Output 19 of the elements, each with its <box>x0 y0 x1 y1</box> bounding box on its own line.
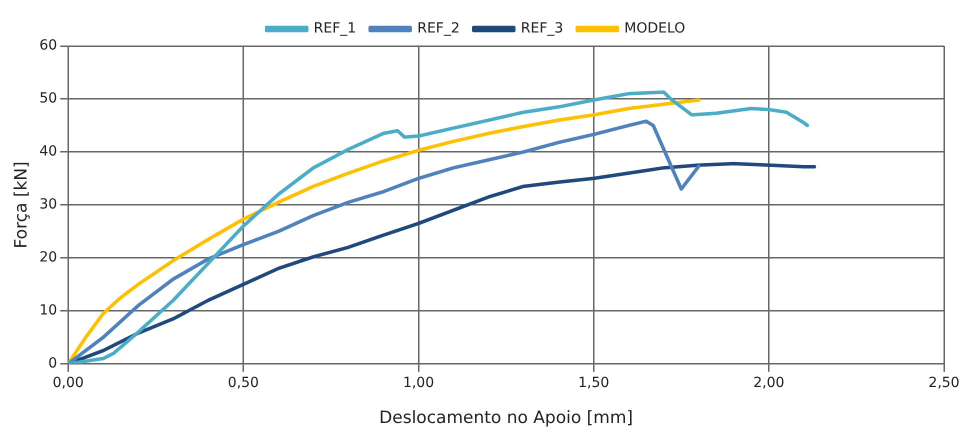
y-tick-label: 0 <box>48 355 58 372</box>
legend-label: REF_3 <box>520 20 564 37</box>
y-tick-label: 20 <box>39 250 58 266</box>
x-tick-label: 0,00 <box>52 374 84 391</box>
legend-label: REF_2 <box>417 20 460 37</box>
y-tick-label: 30 <box>39 196 58 213</box>
x-tick-label: 1,50 <box>578 374 610 391</box>
y-axis-title: Força [kN] <box>12 161 32 248</box>
y-tick-label: 10 <box>39 302 58 318</box>
y-tick-label: 50 <box>39 90 58 107</box>
legend-label: MODELO <box>624 20 686 37</box>
x-tick-label: 2,00 <box>753 374 784 391</box>
y-tick-label: 60 <box>39 38 58 54</box>
y-tick-label: 40 <box>39 144 58 160</box>
x-axis-title: Deslocamento no Apoio [mm] <box>379 408 634 428</box>
x-tick-label: 2,50 <box>928 374 960 391</box>
x-tick-label: 0,50 <box>228 374 259 391</box>
legend-label: REF_1 <box>314 20 356 37</box>
x-tick-label: 1,00 <box>402 374 434 391</box>
